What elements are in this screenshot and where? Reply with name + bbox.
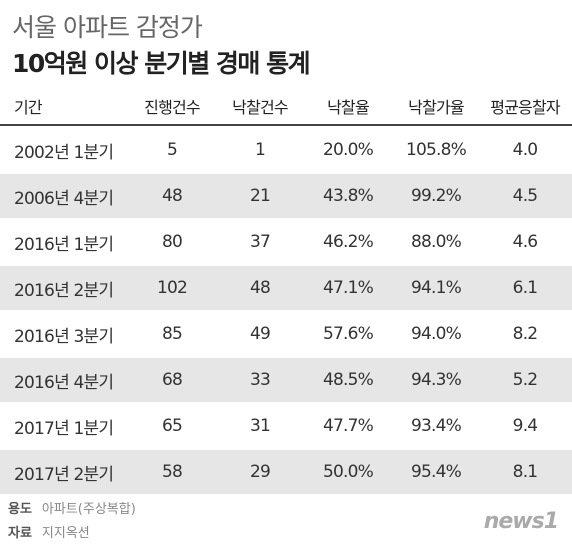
table-cell: 47.1%	[322, 278, 374, 298]
table-cell: 2016년 2분기	[14, 280, 114, 301]
header-cell: 기간	[14, 98, 43, 117]
table-cell: 48	[161, 186, 183, 206]
table-row: 2016년 2분기 102 48 47.1% 94.1% 6.1	[0, 266, 572, 310]
table-row: 2017년 2분기 58 29 50.0% 95.4% 8.1	[0, 450, 572, 494]
table-cell: 50.0%	[322, 462, 374, 482]
table-row: 2017년 1분기 65 31 47.7% 93.4% 9.4	[0, 404, 572, 448]
table-cell: 31	[249, 416, 271, 436]
header-cell: 낙찰율	[327, 98, 370, 117]
table-cell: 47.7%	[322, 416, 374, 436]
table-cell: 9.4	[512, 416, 538, 436]
table-cell: 88.0%	[410, 232, 462, 252]
note-key: 용도	[8, 502, 32, 517]
table-row: 2006년 4분기 48 21 43.8% 99.2% 4.5	[0, 174, 572, 218]
table-cell: 5	[166, 140, 178, 160]
table-cell: 85	[161, 324, 183, 344]
table-cell: 29	[249, 462, 271, 482]
subtitle: 10억원 이상 분기별 경매 통계	[12, 49, 311, 78]
table-cell: 2002년 1분기	[14, 142, 114, 163]
table-cell: 94.0%	[410, 324, 462, 344]
title: 서울 아파트 감정가	[12, 13, 203, 42]
table-cell: 2006년 4분기	[14, 188, 114, 209]
table-row: 2016년 1분기 80 37 46.2% 88.0% 4.6	[0, 220, 572, 264]
table-cell: 43.8%	[322, 186, 374, 206]
table-cell: 2016년 3분기	[14, 326, 114, 347]
table-cell: 58	[161, 462, 183, 482]
table-cell: 94.1%	[410, 278, 462, 298]
table-cell: 4.5	[512, 186, 538, 206]
table-row: 2016년 4분기 68 33 48.5% 94.3% 5.2	[0, 358, 572, 402]
table-cell: 6.1	[512, 278, 538, 298]
header-cell: 낙찰가율	[408, 98, 464, 117]
note: 용도 아파트(주상복합)	[8, 498, 136, 517]
note-text: 지지옥션	[41, 526, 90, 541]
table-row: 2016년 3분기 85 49 57.6% 94.0% 8.2	[0, 312, 572, 356]
table-cell: 1	[254, 140, 266, 160]
table-cell: 49	[249, 324, 271, 344]
table-cell: 94.3%	[410, 370, 462, 390]
table-cell: 2016년 1분기	[14, 234, 114, 255]
table-cell: 105.8%	[405, 140, 467, 160]
table-cell: 2017년 2분기	[14, 464, 114, 485]
header-cell: 진행건수	[144, 98, 200, 117]
table-cell: 80	[161, 232, 183, 252]
header-cell: 낙찰건수	[232, 98, 288, 117]
table-cell: 20.0%	[322, 140, 374, 160]
table-cell: 4.0	[512, 140, 538, 160]
table-cell: 65	[161, 416, 183, 436]
logo: news1	[483, 509, 559, 534]
table-row: 2002년 1분기 5 1 20.0% 105.8% 4.0	[0, 128, 572, 172]
table-cell: 2016년 4분기	[14, 372, 114, 393]
table-cell: 21	[249, 186, 271, 206]
table-cell: 4.6	[512, 232, 538, 252]
table-cell: 102	[156, 278, 188, 298]
header-cell: 평균응찰자	[490, 98, 560, 117]
note-key: 자료	[8, 526, 32, 541]
table-cell: 57.6%	[322, 324, 374, 344]
table-cell: 46.2%	[322, 232, 374, 252]
table-cell: 95.4%	[410, 462, 462, 482]
table-cell: 8.1	[512, 462, 538, 482]
table-cell: 5.2	[512, 370, 538, 390]
note: 자료 지지옥션	[8, 522, 90, 541]
table-cell: 37	[249, 232, 271, 252]
table-cell: 93.4%	[410, 416, 462, 436]
table-cell: 8.2	[512, 324, 538, 344]
note-text: 아파트(주상복합)	[41, 502, 136, 517]
table-cell: 48	[249, 278, 271, 298]
table-cell: 33	[249, 370, 271, 390]
table-cell: 48.5%	[322, 370, 374, 390]
table-cell: 68	[161, 370, 183, 390]
table-cell: 99.2%	[410, 186, 462, 206]
header-row: 기간 진행건수 낙찰건수 낙찰율 낙찰가율 평균응찰자	[0, 88, 572, 126]
table-cell: 2017년 1분기	[14, 418, 114, 439]
